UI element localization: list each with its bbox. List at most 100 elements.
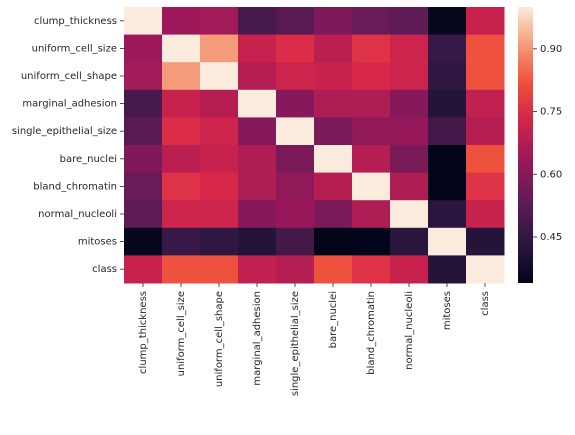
heatmap-cell	[200, 7, 239, 36]
heatmap-cell	[428, 34, 467, 63]
heatmap-cell	[238, 172, 277, 201]
heatmap-cell	[390, 117, 429, 146]
heatmap-cell	[390, 227, 429, 256]
heatmap-cell	[162, 117, 201, 146]
heatmap-cell	[466, 89, 505, 118]
heatmap-cell	[162, 89, 201, 118]
heatmap-cell	[390, 7, 429, 36]
heatmap-cell	[238, 145, 277, 174]
heatmap-cell	[352, 145, 391, 174]
heatmap-cell	[200, 89, 239, 118]
heatmap-cell	[200, 145, 239, 174]
x-tick-label: class	[480, 291, 491, 316]
colorbar-tick-label: 0.45	[540, 232, 562, 243]
heatmap-cell	[390, 34, 429, 63]
heatmap-cell	[238, 34, 277, 63]
x-tick-label: normal_nucleoli	[404, 291, 415, 370]
heatmap-cell	[200, 62, 239, 91]
heatmap-cells	[124, 7, 505, 284]
heatmap-cell	[314, 200, 353, 229]
x-tick-label: uniform_cell_shape	[214, 291, 225, 387]
heatmap-cell	[162, 172, 201, 201]
heatmap-cell	[238, 62, 277, 91]
heatmap-cell	[124, 62, 163, 91]
y-tick-label: single_epithelial_size	[12, 126, 117, 137]
heatmap-cell	[200, 227, 239, 256]
heatmap-cell	[314, 89, 353, 118]
heatmap-cell	[466, 200, 505, 229]
heatmap-cell	[238, 117, 277, 146]
x-tick-label: uniform_cell_size	[176, 291, 187, 376]
heatmap-cell	[352, 7, 391, 36]
heatmap-cell	[124, 117, 163, 146]
heatmap-cell	[124, 227, 163, 256]
heatmap-cell	[238, 89, 277, 118]
heatmap-cell	[314, 34, 353, 63]
heatmap-cell	[276, 200, 315, 229]
heatmap-cell	[428, 62, 467, 91]
heatmap-cell	[314, 172, 353, 201]
heatmap-cell	[428, 117, 467, 146]
colorbar-gradient	[518, 7, 533, 283]
heatmap-cell	[428, 89, 467, 118]
heatmap-cell	[314, 62, 353, 91]
x-tick-label: single_epithelial_size	[290, 291, 301, 396]
heatmap-cell	[352, 62, 391, 91]
heatmap-cell	[276, 117, 315, 146]
x-tick-label: bland_chromatin	[366, 291, 377, 375]
heatmap-cell	[162, 255, 201, 284]
heatmap-cell	[200, 34, 239, 63]
y-tick-label: marginal_adhesion	[22, 99, 117, 110]
x-tick-label: clump_thickness	[138, 291, 149, 374]
y-tick-label: bare_nuclei	[60, 154, 117, 165]
heatmap-cell	[352, 172, 391, 201]
heatmap-cell	[124, 34, 163, 63]
heatmap-cell	[238, 227, 277, 256]
heatmap-cell	[466, 7, 505, 36]
heatmap-cell	[162, 7, 201, 36]
heatmap-cell	[314, 255, 353, 284]
heatmap-cell	[390, 89, 429, 118]
heatmap-cell	[238, 255, 277, 284]
heatmap-cell	[466, 117, 505, 146]
heatmap-cell	[428, 7, 467, 36]
heatmap-cell	[466, 62, 505, 91]
heatmap-cell	[352, 117, 391, 146]
heatmap-cell	[276, 255, 315, 284]
heatmap-cell	[200, 117, 239, 146]
heatmap-cell	[352, 200, 391, 229]
heatmap-cell	[124, 172, 163, 201]
heatmap-cell	[276, 7, 315, 36]
heatmap-cell	[428, 227, 467, 256]
y-tick-label: bland_chromatin	[33, 181, 117, 192]
heatmap-cell	[162, 34, 201, 63]
heatmap-cell	[352, 89, 391, 118]
heatmap-cell	[162, 145, 201, 174]
colorbar-tick-label: 0.75	[540, 107, 562, 118]
heatmap-cell	[200, 172, 239, 201]
heatmap-cell	[314, 145, 353, 174]
heatmap-cell	[276, 172, 315, 201]
heatmap-cell	[124, 89, 163, 118]
heatmap-cell	[466, 34, 505, 63]
heatmap-cell	[314, 117, 353, 146]
heatmap-cell	[466, 145, 505, 174]
x-tick-label: bare_nuclei	[328, 291, 339, 348]
heatmap-cell	[428, 200, 467, 229]
heatmap-cell	[428, 145, 467, 174]
heatmap-cell	[390, 145, 429, 174]
y-tick-label: uniform_cell_shape	[21, 71, 117, 82]
heatmap-cell	[276, 62, 315, 91]
y-tick-label: normal_nucleoli	[38, 209, 117, 220]
heatmap-cell	[390, 200, 429, 229]
heatmap-cell	[238, 200, 277, 229]
heatmap-cell	[276, 34, 315, 63]
heatmap-cell	[200, 200, 239, 229]
heatmap-cell	[200, 255, 239, 284]
x-tick-label: marginal_adhesion	[252, 291, 263, 386]
colorbar-tick-label: 0.60	[540, 169, 562, 180]
heatmap-cell	[352, 34, 391, 63]
heatmap-cell	[124, 200, 163, 229]
colorbar: 0.45 0.60 0.75 0.90	[518, 7, 562, 283]
